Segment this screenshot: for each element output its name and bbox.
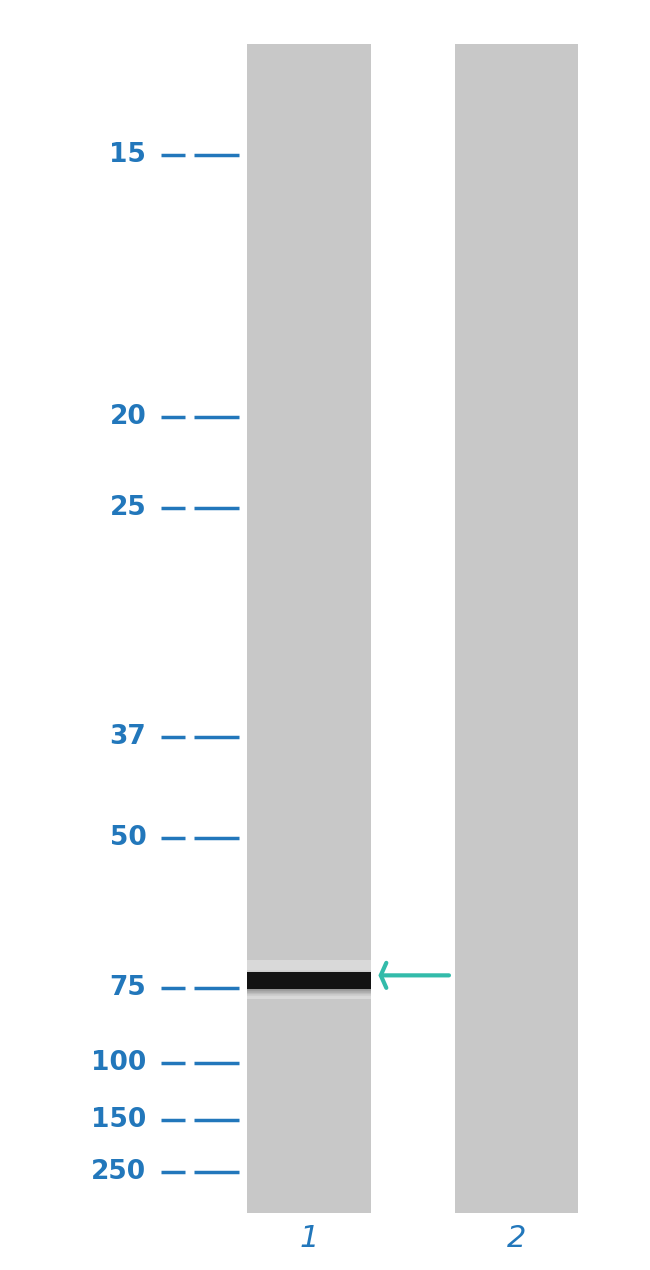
Bar: [247, 960, 370, 963]
Text: 250: 250: [91, 1160, 146, 1185]
Text: 37: 37: [109, 724, 146, 749]
Bar: [247, 980, 370, 983]
Text: 1: 1: [299, 1224, 318, 1252]
Bar: [247, 969, 370, 970]
Bar: [247, 965, 370, 968]
Bar: [247, 974, 370, 975]
Bar: [247, 988, 370, 991]
Bar: [247, 993, 370, 996]
Bar: [247, 991, 370, 992]
Bar: [247, 993, 370, 994]
Bar: [247, 983, 370, 984]
Bar: [247, 987, 370, 988]
Bar: [247, 978, 370, 980]
Bar: [247, 970, 370, 973]
Bar: [247, 991, 370, 993]
Bar: [247, 996, 370, 997]
Bar: [247, 978, 370, 979]
Bar: [247, 975, 370, 978]
Bar: [455, 44, 578, 1213]
Bar: [247, 986, 370, 988]
Text: 50: 50: [109, 826, 146, 851]
Bar: [247, 975, 370, 977]
Bar: [247, 984, 370, 986]
Bar: [247, 972, 370, 973]
Bar: [247, 964, 370, 965]
Bar: [247, 44, 370, 1213]
Bar: [247, 993, 370, 996]
Bar: [247, 973, 370, 975]
Text: 75: 75: [109, 975, 146, 1001]
Bar: [247, 991, 370, 993]
Bar: [247, 973, 370, 975]
Bar: [247, 996, 370, 998]
Bar: [247, 970, 370, 972]
Bar: [247, 989, 370, 991]
Bar: [247, 968, 370, 970]
Bar: [247, 963, 370, 965]
Bar: [247, 992, 370, 993]
Text: 25: 25: [109, 495, 146, 521]
Text: 20: 20: [109, 404, 146, 429]
Bar: [247, 978, 370, 980]
Bar: [247, 986, 370, 987]
Bar: [247, 963, 370, 965]
Bar: [247, 966, 370, 968]
Bar: [247, 996, 370, 998]
Text: 2: 2: [507, 1224, 526, 1252]
Bar: [247, 973, 370, 974]
Bar: [247, 983, 370, 986]
Bar: [247, 965, 370, 968]
Bar: [247, 963, 370, 964]
Bar: [247, 970, 370, 973]
Bar: [247, 988, 370, 991]
Bar: [247, 986, 370, 988]
Bar: [247, 988, 370, 989]
Bar: [247, 980, 370, 983]
Bar: [247, 982, 370, 983]
Text: 100: 100: [91, 1050, 146, 1076]
Bar: [247, 983, 370, 986]
Bar: [247, 997, 370, 998]
Bar: [247, 980, 370, 982]
Bar: [247, 968, 370, 969]
Bar: [247, 965, 370, 966]
Bar: [247, 998, 370, 999]
Bar: [247, 979, 370, 980]
Text: 150: 150: [91, 1107, 146, 1133]
Bar: [247, 975, 370, 978]
Bar: [247, 968, 370, 970]
Bar: [247, 972, 370, 989]
Bar: [247, 961, 370, 963]
Bar: [247, 960, 370, 963]
Bar: [247, 977, 370, 978]
Text: 15: 15: [109, 142, 146, 168]
Bar: [247, 994, 370, 996]
